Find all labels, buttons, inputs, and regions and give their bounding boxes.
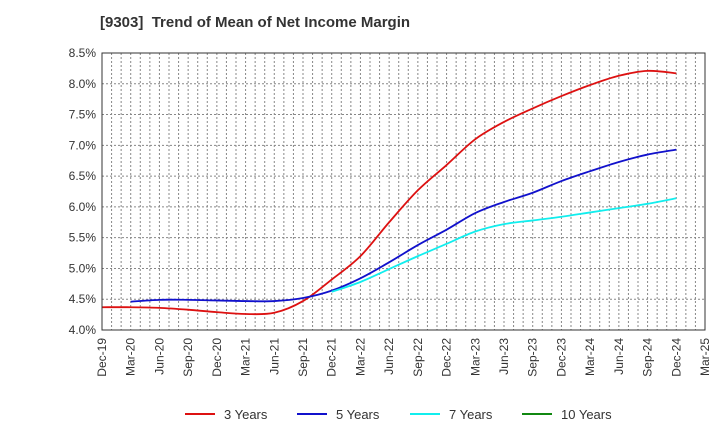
x-tick-label: Sep-22 — [411, 338, 425, 377]
legend-label-5-years: 5 Years — [336, 407, 380, 422]
legend-label-7-years: 7 Years — [449, 407, 493, 422]
x-tick-label: Jun-24 — [612, 338, 626, 375]
chart-title: [9303] Trend of Mean of Net Income Margi… — [100, 14, 411, 31]
series-line-5-years — [130, 148, 677, 303]
x-axis: Dec-19 Mar-20 Jun-20 Sep-20 Dec-20 Mar-21 Jun-… — [95, 338, 712, 377]
x-tick-label: Sep-21 — [296, 338, 310, 377]
y-tick-label: 6.0% — [69, 200, 97, 214]
y-tick-label: 8.0% — [69, 77, 97, 91]
x-tick-label: Dec-21 — [325, 338, 339, 377]
x-tick-label: Dec-20 — [210, 338, 224, 377]
grid-lines — [102, 53, 705, 330]
y-tick-label: 7.5% — [69, 108, 97, 122]
y-tick-label: 7.0% — [69, 138, 97, 152]
x-tick-label: Mar-20 — [124, 338, 138, 376]
x-tick-label: Jun-21 — [267, 338, 281, 375]
y-axis: 4.0% 4.5% 5.0% 5.5% 6.0% 6.5% 7.0% 7.5% 8.0% 8.5% — [69, 46, 97, 337]
x-tick-label: Jun-23 — [497, 338, 511, 375]
y-tick-label: 4.0% — [69, 323, 97, 337]
x-tick-label: Sep-24 — [641, 338, 655, 377]
y-tick-label: 6.5% — [69, 169, 97, 183]
x-tick-label: Mar-21 — [239, 338, 253, 376]
x-tick-label: Mar-25 — [698, 338, 712, 376]
x-tick-label: Dec-23 — [554, 338, 568, 377]
y-tick-label: 8.5% — [69, 46, 97, 60]
series-line-7-years — [331, 197, 677, 293]
x-tick-label: Dec-22 — [440, 338, 454, 377]
x-tick-label: Dec-24 — [669, 338, 683, 377]
plot-frame — [101, 52, 706, 331]
legend-label-10-years: 10 Years — [561, 407, 612, 422]
x-tick-label: Jun-20 — [152, 338, 166, 375]
legend-label-3-years: 3 Years — [224, 407, 268, 422]
x-tick-label: Jun-22 — [382, 338, 396, 375]
x-tick-label: Mar-22 — [353, 338, 367, 376]
x-tick-label: Mar-24 — [583, 338, 597, 376]
x-tick-label: Sep-20 — [181, 338, 195, 377]
series-lines — [101, 69, 677, 316]
y-tick-label: 5.0% — [69, 261, 97, 275]
legend: 3 Years 5 Years 7 Years 10 Years — [185, 407, 612, 422]
x-tick-label: Mar-23 — [468, 338, 482, 376]
series-line-3-years — [101, 69, 677, 316]
y-tick-label: 5.5% — [69, 231, 97, 245]
x-tick-label: Dec-19 — [95, 338, 109, 377]
x-tick-label: Sep-23 — [526, 338, 540, 377]
y-tick-label: 4.5% — [69, 292, 97, 306]
